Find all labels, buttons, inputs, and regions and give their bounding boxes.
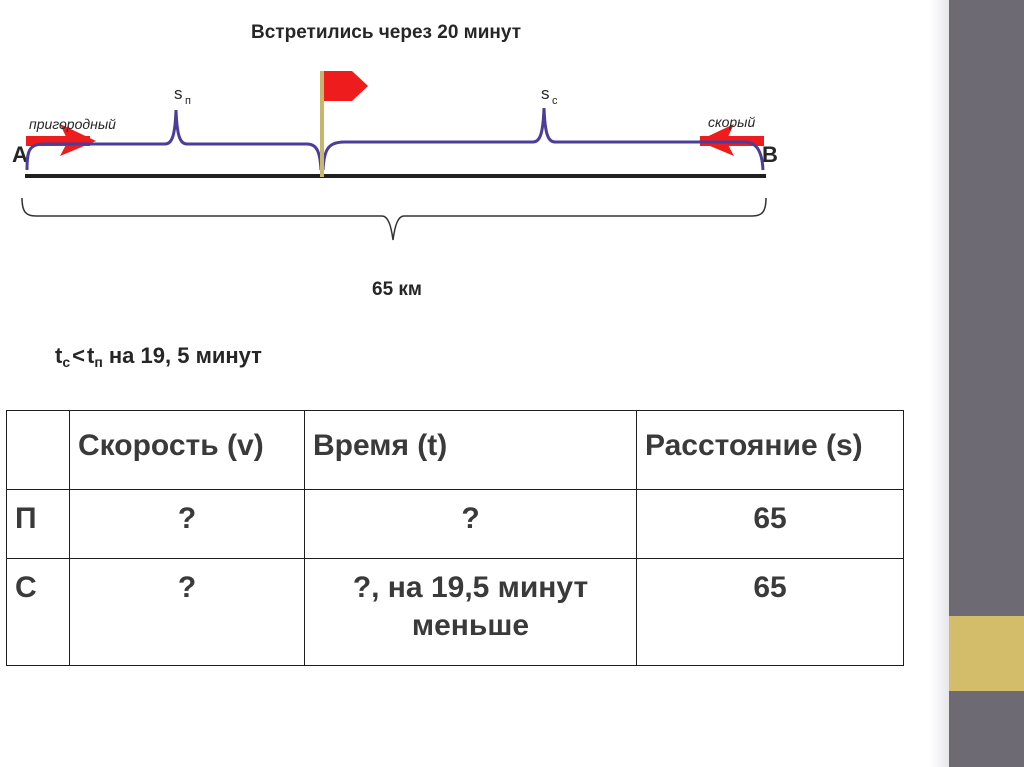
diagram-title: Встретились через 20 минут xyxy=(251,22,521,43)
speed-cell: ? xyxy=(69,489,305,559)
slide-side-accent xyxy=(949,616,1024,691)
table-row: П ? ? 65 xyxy=(6,489,904,559)
time-condition: tс<tп на 19, 5 минут xyxy=(55,343,262,370)
row-label: П xyxy=(6,489,70,559)
header-speed: Скорость (v) xyxy=(69,410,305,490)
header-distance: Расстояние (s) xyxy=(636,410,904,490)
point-a-label: A xyxy=(12,142,28,167)
header-cell-empty xyxy=(6,410,70,490)
slide-shadow xyxy=(930,0,949,767)
suburban-distance-brace xyxy=(25,109,323,171)
table-row: С ? ?, на 19,5 минут меньше 65 xyxy=(6,558,904,666)
time-cell: ?, на 19,5 минут меньше xyxy=(304,558,637,666)
svg-text:с: с xyxy=(552,95,558,107)
point-b-label: B xyxy=(762,142,778,167)
s-p-label: s п xyxy=(174,84,191,107)
distance-cell: 65 xyxy=(636,558,904,666)
svg-text:п: п xyxy=(185,95,191,107)
table-header-row: Скорость (v) Время (t) Расстояние (s) xyxy=(6,410,904,490)
speed-cell: ? xyxy=(69,558,305,666)
s-c-label: s с xyxy=(541,84,558,107)
meeting-flag-icon xyxy=(320,71,368,177)
express-train-label: скорый xyxy=(708,114,755,130)
row-label: С xyxy=(6,558,70,666)
total-distance-brace xyxy=(21,197,767,241)
meeting-diagram: Встретились через 20 минут A B пригородн… xyxy=(12,22,778,300)
svg-text:s: s xyxy=(541,84,550,103)
distance-cell: 65 xyxy=(636,489,904,559)
slide-side-band xyxy=(949,0,1024,767)
svg-text:s: s xyxy=(174,84,183,103)
total-distance-label: 65 км xyxy=(372,279,422,300)
suburban-train-arrow xyxy=(26,124,96,156)
express-distance-brace xyxy=(321,107,765,171)
suburban-train-label: пригородный xyxy=(29,116,116,132)
data-table: Скорость (v) Время (t) Расстояние (s) П … xyxy=(6,410,904,666)
time-cell: ? xyxy=(304,489,637,559)
header-time: Время (t) xyxy=(304,410,637,490)
